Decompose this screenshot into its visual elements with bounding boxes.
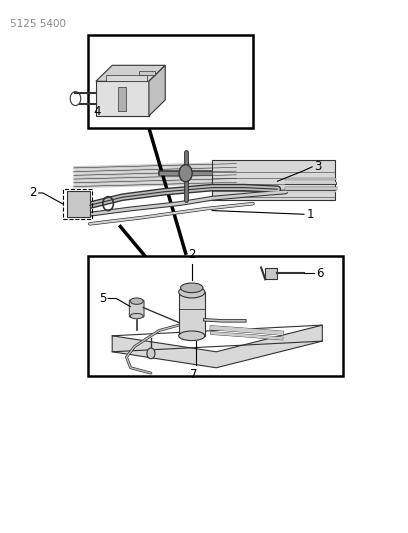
Ellipse shape [179, 286, 205, 298]
Text: 4: 4 [94, 106, 101, 118]
Text: 1: 1 [307, 208, 314, 221]
Text: 7: 7 [190, 368, 197, 381]
Text: 5: 5 [99, 292, 106, 305]
Bar [67, 191, 90, 217]
Bar [63, 189, 92, 219]
Text: 2: 2 [29, 187, 37, 199]
Text: 6: 6 [316, 267, 324, 280]
Ellipse shape [130, 313, 143, 319]
Bar [106, 75, 147, 82]
Bar [118, 86, 126, 111]
Ellipse shape [180, 283, 203, 293]
Circle shape [179, 165, 192, 182]
FancyBboxPatch shape [179, 292, 205, 336]
Text: 5125 5400: 5125 5400 [10, 19, 66, 29]
Polygon shape [112, 325, 322, 368]
Bar [265, 268, 277, 279]
Bar [88, 256, 343, 376]
Circle shape [147, 348, 155, 359]
Bar [96, 82, 149, 116]
Polygon shape [96, 66, 165, 82]
Ellipse shape [130, 298, 143, 304]
Text: 2: 2 [188, 248, 195, 261]
FancyBboxPatch shape [129, 300, 144, 317]
Text: 3: 3 [314, 160, 322, 173]
Ellipse shape [179, 331, 205, 341]
Bar [139, 70, 155, 75]
Bar [88, 35, 253, 128]
Polygon shape [149, 66, 165, 116]
Polygon shape [212, 160, 335, 200]
